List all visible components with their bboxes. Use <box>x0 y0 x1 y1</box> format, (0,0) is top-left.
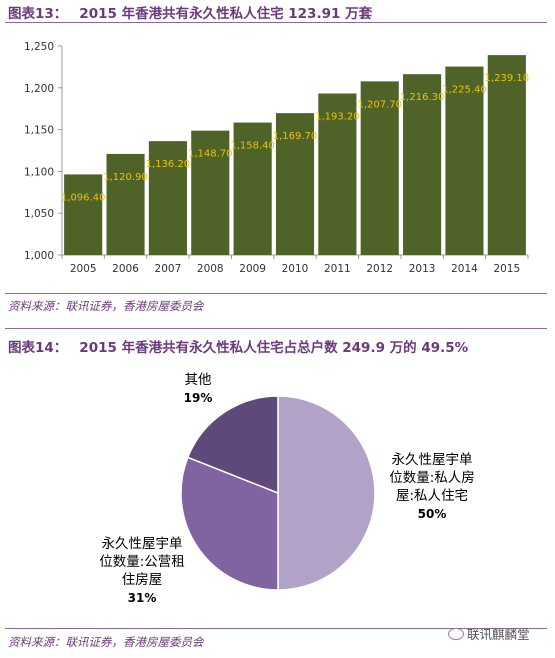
x-tick-label: 2014 <box>451 263 478 275</box>
figure14-source: 资料来源：联讯证券，香港房屋委员会 <box>8 635 204 649</box>
bar-2009 <box>233 122 272 255</box>
figure13-title: 图表13： 2015 年香港共有永久性私人住宅 123.91 万套 <box>8 2 372 22</box>
y-tick-label: 1,200 <box>24 83 54 95</box>
bar-value-label: 1,169.70 <box>273 131 318 142</box>
figure14-title-text: 2015 年香港共有永久性私人住宅占总户数 249.9 万的 49.5% <box>79 340 469 356</box>
x-tick-label: 2005 <box>70 263 97 275</box>
y-tick-label: 1,150 <box>24 125 54 137</box>
pie-pct-label: 19% <box>184 391 213 405</box>
bar-value-label: 1,096.40 <box>61 192 106 203</box>
x-tick-label: 2011 <box>324 263 351 275</box>
pie-slice-other <box>186 395 279 495</box>
pie-label-line: 住房屋 <box>122 572 163 588</box>
bar-value-label: 1,148.70 <box>188 149 233 160</box>
bar-2015 <box>487 55 526 256</box>
bar-value-label: 1,207.70 <box>357 99 402 110</box>
bar-value-label: 1,136.20 <box>146 159 191 170</box>
bar-chart: 1,000 1,050 1,100 1,150 1,200 1,250 1,096.40 20… <box>24 41 530 275</box>
y-tick-label: 1,050 <box>24 208 54 220</box>
pie-label-line: 屋:私人住宅 <box>396 488 468 504</box>
pie-slice-private-housing <box>277 395 376 591</box>
bar-value-label: 1,225.40 <box>442 85 487 96</box>
pie-pct-label: 50% <box>418 507 447 521</box>
pie-label-line: 位数量:私人房 <box>389 470 475 486</box>
bar-value-label: 1,216.30 <box>400 92 445 103</box>
pie-chart: 永久性屋宇单位数量:私人房屋:私人住宅50%永久性屋宇单位数量:公营租住房屋31… <box>99 372 475 605</box>
pie-label-line: 永久性屋宇单 <box>102 536 183 552</box>
y-tick-label: 1,000 <box>24 250 54 262</box>
x-tick-label: 2007 <box>155 263 182 275</box>
y-tick-label: 1,250 <box>24 41 54 53</box>
figure13-title-text: 2015 年香港共有永久性私人住宅 123.91 万套 <box>79 6 373 22</box>
bar-2010 <box>275 113 315 255</box>
bar-value-label: 1,158.40 <box>230 141 275 152</box>
bar-value-label: 1,120.90 <box>103 172 148 183</box>
pie-label-line: 永久性屋宇单 <box>392 452 473 468</box>
watermark-text: 联讯麒麟堂 <box>467 627 530 642</box>
figure13-source: 资料来源：联讯证券，香港房屋委员会 <box>8 299 204 313</box>
figure14-title: 图表14： 2015 年香港共有永久性私人住宅占总户数 249.9 万的 49.5… <box>8 336 468 356</box>
x-tick-label: 2010 <box>282 263 309 275</box>
bar-2007 <box>148 141 187 255</box>
bar-2011 <box>318 93 357 255</box>
x-tick-label: 2008 <box>197 263 224 275</box>
bar-value-label: 1,239.10 <box>485 73 530 84</box>
figure14-bottom-rule <box>5 628 547 629</box>
x-tick-label: 2013 <box>409 263 436 275</box>
bar-2013 <box>403 74 442 255</box>
bar-2014 <box>445 66 484 255</box>
figure13-bottom-rule <box>5 293 547 294</box>
figure13-label: 图表13： <box>8 6 68 22</box>
figure14-top-rule <box>5 328 547 329</box>
bar-2012 <box>360 81 399 256</box>
bar-2006 <box>106 153 145 255</box>
bar-2008 <box>191 130 230 255</box>
x-tick-label: 2006 <box>112 263 139 275</box>
y-tick-label: 1,100 <box>24 166 54 178</box>
pie-label-line: 位数量:公营租 <box>99 554 185 570</box>
pie-label-other: 其他 19% <box>184 372 213 405</box>
x-tick-label: 2009 <box>239 263 266 275</box>
bar-2005 <box>64 174 103 255</box>
pie-pct-label: 31% <box>128 591 157 605</box>
watermark: 联讯麒麟堂 <box>448 624 530 643</box>
x-tick-label: 2012 <box>366 263 393 275</box>
bar-value-label: 1,193.20 <box>315 111 360 122</box>
wechat-icon <box>448 628 464 640</box>
figure13-top-rule <box>5 22 547 23</box>
pie-label-line: 其他 <box>185 372 212 388</box>
pie-slice-public-rental <box>180 456 279 591</box>
figure14-label: 图表14： <box>8 340 68 356</box>
x-tick-label: 2015 <box>493 263 520 275</box>
